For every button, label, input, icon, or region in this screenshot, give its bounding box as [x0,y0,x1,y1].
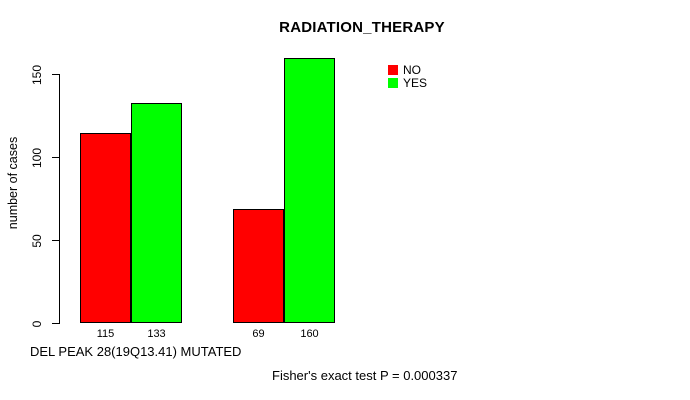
legend-swatch-no [388,65,398,75]
legend-label-yes: YES [403,76,428,90]
y-axis-tick [52,157,60,158]
y-axis-tick [52,323,60,324]
y-axis-tick-label: 100 [30,147,44,168]
y-axis-line [59,74,60,324]
bar-value-label: 133 [147,328,166,340]
legend-label-no: NO [403,63,421,77]
legend: NO YES [388,64,427,90]
y-axis-tick [52,74,60,75]
bar-no-group2 [233,208,284,324]
legend-row-no: NO [388,64,427,76]
legend-row-yes: YES [388,77,427,89]
chart-title: RADIATION_THERAPY [279,19,445,36]
y-axis-label: number of cases [6,136,20,230]
y-axis-tick [52,240,60,241]
bar-value-label: 160 [300,328,319,340]
fisher-test-annotation: Fisher's exact test P = 0.000337 [272,368,458,383]
bar-yes-group2 [284,57,335,324]
bar-value-label: 115 [96,328,115,340]
bar-yes-group1 [131,102,182,324]
bar-value-label: 69 [252,328,265,340]
bar-no-group1 [80,132,131,324]
x-axis-label: DEL PEAK 28(19Q13.41) MUTATED [30,344,242,359]
y-axis-tick-label: 150 [30,64,44,85]
y-axis-tick-label: 50 [30,233,44,248]
legend-swatch-yes [388,78,398,88]
y-axis-tick-label: 0 [30,320,44,327]
